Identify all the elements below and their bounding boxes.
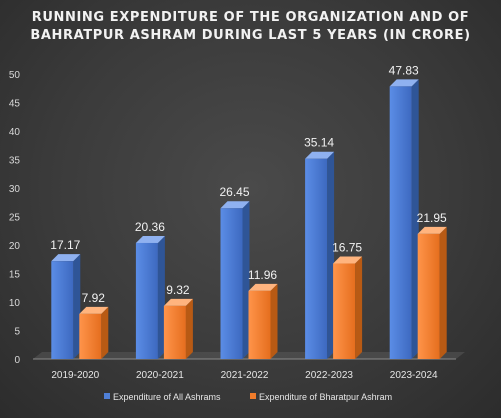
bar-side <box>411 79 419 359</box>
bar-side <box>242 201 250 359</box>
x-tick-label: 2023-2024 <box>390 370 438 381</box>
data-label: 35.14 <box>304 136 334 150</box>
bar <box>51 261 74 359</box>
bar <box>305 158 328 359</box>
y-tick-label: 45 <box>9 99 21 110</box>
chart-title-line-1: RUNNING EXPENDITURE OF THE ORGANIZATION … <box>31 10 470 25</box>
bar <box>79 313 102 359</box>
y-tick-label: 40 <box>9 127 21 138</box>
bar-top <box>333 256 363 264</box>
bar <box>389 86 412 359</box>
data-label: 9.32 <box>166 283 190 297</box>
bar <box>220 208 243 359</box>
bar <box>333 263 356 359</box>
bar <box>248 290 271 359</box>
bar-top <box>305 151 335 159</box>
x-tick-label: 2022-2023 <box>305 370 353 381</box>
data-label: 47.83 <box>389 63 419 77</box>
x-tick-label: 2020-2021 <box>136 370 184 381</box>
bar-side <box>327 151 335 359</box>
bar-top <box>79 306 109 314</box>
y-tick-label: 0 <box>14 355 20 366</box>
x-tick-label: 2021-2022 <box>221 370 269 381</box>
bar-side <box>270 283 278 359</box>
y-tick-label: 15 <box>9 270 21 281</box>
bar-side <box>439 226 447 359</box>
data-label: 16.75 <box>332 241 362 255</box>
bar-top <box>163 298 193 306</box>
bar <box>417 233 440 359</box>
y-tick-label: 5 <box>14 327 20 338</box>
data-label: 20.36 <box>135 220 165 234</box>
y-tick-label: 30 <box>9 184 21 195</box>
legend-label: Expenditure of All Ashrams <box>113 392 221 402</box>
data-label: 11.96 <box>248 268 277 282</box>
y-tick-label: 25 <box>9 213 21 224</box>
bar <box>163 305 186 359</box>
data-label: 17.17 <box>50 238 80 252</box>
y-tick-label: 35 <box>9 156 21 167</box>
bar-top <box>248 283 278 291</box>
legend-swatch <box>250 393 256 399</box>
legend-swatch <box>104 393 110 399</box>
x-tick-label: 2019-2020 <box>51 370 99 381</box>
data-label: 7.92 <box>82 291 106 305</box>
y-tick-label: 10 <box>9 298 21 309</box>
bar-top <box>135 235 165 243</box>
y-tick-label: 20 <box>9 241 21 252</box>
bar-side <box>157 235 165 359</box>
bar-side <box>355 256 363 359</box>
y-tick-label: 50 <box>9 70 21 81</box>
bar-top <box>51 254 81 262</box>
bar-top <box>220 201 250 209</box>
bar-side <box>185 298 193 359</box>
bar-side <box>101 306 109 359</box>
bar-side <box>73 254 81 359</box>
data-label: 21.95 <box>417 211 447 225</box>
bar-top <box>417 226 447 234</box>
bar <box>135 242 158 359</box>
bar-top <box>389 79 419 87</box>
data-label: 26.45 <box>219 185 249 199</box>
legend-label: Expenditure of Bharatpur Ashram <box>259 392 392 402</box>
chart-title-line-2: BAHRATPUR ASHRAM DURING LAST 5 YEARS (IN… <box>30 28 471 43</box>
